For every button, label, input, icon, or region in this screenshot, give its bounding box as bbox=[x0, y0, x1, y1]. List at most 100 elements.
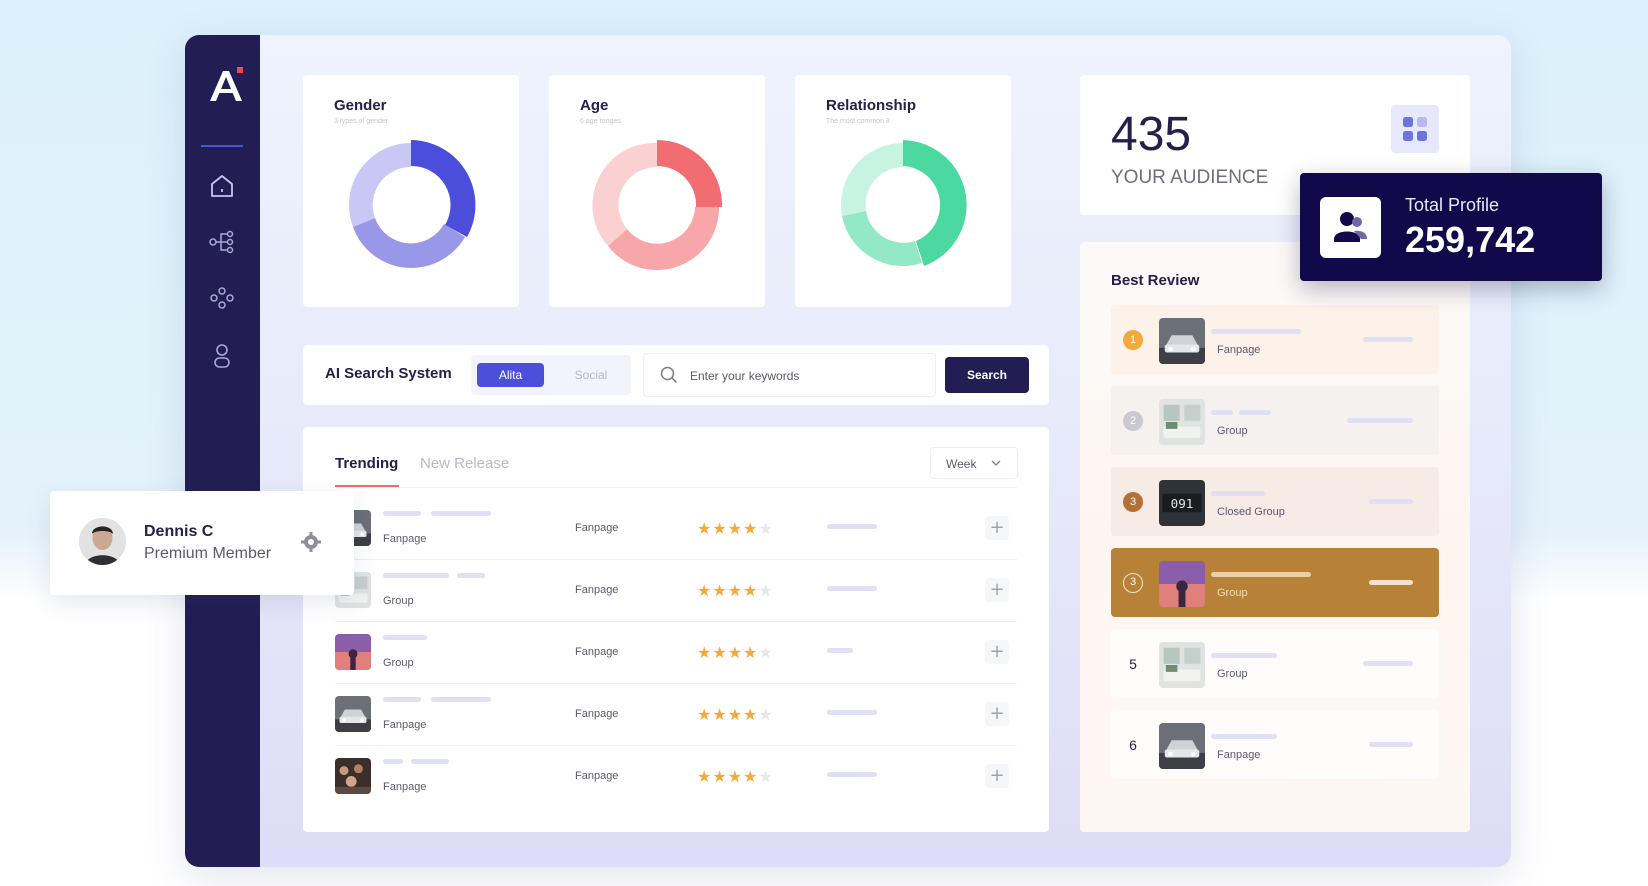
row-type: Fanpage bbox=[1217, 749, 1261, 761]
best-review-title: Best Review bbox=[1111, 272, 1200, 289]
trending-list: Fanpage Fanpage ★★★★★ + Group Fanpage ★★… bbox=[303, 495, 1049, 825]
search-icon bbox=[660, 366, 678, 384]
placeholder-bar bbox=[1239, 410, 1271, 415]
user-name: Dennis C bbox=[144, 523, 214, 540]
add-button[interactable]: + bbox=[985, 764, 1009, 788]
star-icon: ★ bbox=[743, 519, 759, 538]
active-tab-indicator bbox=[335, 485, 399, 487]
gear-icon[interactable] bbox=[300, 531, 322, 553]
placeholder-bar bbox=[1257, 329, 1301, 334]
row-thumbnail: 091 bbox=[1159, 480, 1205, 526]
list-item[interactable]: 2 Group bbox=[1111, 386, 1439, 455]
list-item[interactable]: 1 Fanpage bbox=[1111, 305, 1439, 374]
row-thumbnail bbox=[1159, 723, 1205, 769]
list-item[interactable]: 6 Fanpage bbox=[1111, 710, 1439, 779]
rank-badge: 2 bbox=[1123, 411, 1143, 431]
period-select[interactable]: Week bbox=[930, 447, 1018, 479]
list-item[interactable]: 3 091 Closed Group bbox=[1111, 467, 1439, 536]
placeholder-bar bbox=[827, 648, 853, 653]
total-profile-label: Total Profile bbox=[1405, 195, 1500, 215]
star-icon: ★ bbox=[697, 643, 713, 662]
total-profile-card: Total Profile 259,742 bbox=[1300, 173, 1602, 281]
chart-title: Gender bbox=[334, 97, 387, 114]
chevron-down-icon bbox=[991, 460, 1001, 466]
placeholder-bar bbox=[1211, 329, 1271, 334]
table-row[interactable]: Group Fanpage ★★★★★ + bbox=[335, 619, 1017, 684]
community-icon[interactable] bbox=[207, 283, 237, 313]
toggle-option-social[interactable]: Social bbox=[574, 368, 608, 382]
row-category: Fanpage bbox=[575, 646, 619, 658]
row-type: Group bbox=[1217, 425, 1248, 437]
placeholder-bar bbox=[827, 586, 877, 591]
add-button[interactable]: + bbox=[985, 516, 1009, 540]
row-category: Fanpage bbox=[575, 584, 619, 596]
user-icon[interactable] bbox=[207, 341, 237, 371]
star-icon: ★ bbox=[758, 767, 774, 786]
audience-count: 435 bbox=[1111, 108, 1192, 161]
row-category: Fanpage bbox=[575, 770, 619, 782]
star-icon: ★ bbox=[697, 581, 713, 600]
row-type: Group bbox=[383, 595, 414, 607]
placeholder-bar bbox=[1363, 337, 1413, 342]
avatar[interactable] bbox=[79, 518, 126, 565]
table-row[interactable]: Fanpage Fanpage ★★★★★ + bbox=[335, 743, 1017, 808]
row-thumbnail bbox=[1159, 642, 1205, 688]
grid-icon[interactable] bbox=[1391, 105, 1439, 153]
star-rating: ★★★★★ bbox=[697, 643, 774, 662]
trending-panel: Trending New Release Week Fanpage Fanpag… bbox=[303, 427, 1049, 832]
age-donut-chart bbox=[592, 140, 722, 270]
star-rating: ★★★★★ bbox=[697, 519, 774, 538]
chart-subtitle: 6 age ranges bbox=[580, 118, 621, 125]
logo-icon[interactable] bbox=[205, 65, 245, 105]
placeholder-bar bbox=[383, 697, 421, 702]
placeholder-bar bbox=[1211, 572, 1311, 577]
rank-badge: 1 bbox=[1123, 330, 1143, 350]
placeholder-bar bbox=[1369, 499, 1413, 504]
star-icon: ★ bbox=[743, 705, 759, 724]
tab-new-release[interactable]: New Release bbox=[420, 455, 510, 472]
placeholder-bar bbox=[827, 710, 877, 715]
star-rating: ★★★★★ bbox=[697, 705, 774, 724]
star-icon: ★ bbox=[743, 581, 759, 600]
list-item[interactable]: 5 Group bbox=[1111, 629, 1439, 698]
toggle-option-alita[interactable]: Alita bbox=[477, 363, 544, 387]
placeholder-bar bbox=[383, 573, 449, 578]
placeholder-bar bbox=[827, 524, 877, 529]
relationship-chart-card: Relationship The most common 8 bbox=[795, 75, 1011, 307]
search-field bbox=[643, 353, 936, 397]
tabs-divider bbox=[335, 487, 1017, 488]
row-category: Fanpage bbox=[575, 522, 619, 534]
table-row[interactable]: Fanpage Fanpage ★★★★★ + bbox=[335, 495, 1017, 560]
star-icon: ★ bbox=[743, 767, 759, 786]
tab-trending[interactable]: Trending bbox=[335, 455, 399, 472]
home-icon[interactable] bbox=[207, 171, 237, 201]
row-type: Fanpage bbox=[383, 781, 427, 793]
table-row[interactable]: Group Fanpage ★★★★★ + bbox=[335, 557, 1017, 622]
search-input[interactable] bbox=[690, 364, 920, 388]
sidebar-divider bbox=[201, 145, 243, 147]
hierarchy-icon[interactable] bbox=[207, 227, 237, 257]
add-button[interactable]: + bbox=[985, 702, 1009, 726]
placeholder-bar bbox=[383, 635, 427, 640]
dashboard-window: Gender 3 types of gender Age 6 age range… bbox=[185, 35, 1511, 867]
star-icon: ★ bbox=[712, 705, 728, 724]
row-category: Fanpage bbox=[575, 708, 619, 720]
rank-badge: 3 bbox=[1123, 492, 1143, 512]
list-item[interactable]: 3 Group bbox=[1111, 548, 1439, 617]
add-button[interactable]: + bbox=[985, 640, 1009, 664]
star-icon: ★ bbox=[712, 519, 728, 538]
relationship-donut-chart bbox=[841, 140, 967, 267]
row-thumbnail bbox=[335, 696, 371, 732]
row-type: Group bbox=[383, 657, 414, 669]
placeholder-bar bbox=[1369, 580, 1413, 585]
row-type: Fanpage bbox=[1217, 344, 1261, 356]
placeholder-bar bbox=[1211, 734, 1277, 739]
row-type: Fanpage bbox=[383, 533, 427, 545]
placeholder-bar bbox=[431, 697, 491, 702]
table-row[interactable]: Fanpage Fanpage ★★★★★ + bbox=[335, 681, 1017, 746]
search-button[interactable]: Search bbox=[945, 357, 1029, 393]
rank-badge: 5 bbox=[1129, 656, 1137, 672]
add-button[interactable]: + bbox=[985, 578, 1009, 602]
row-thumbnail bbox=[335, 634, 371, 670]
star-icon: ★ bbox=[758, 581, 774, 600]
